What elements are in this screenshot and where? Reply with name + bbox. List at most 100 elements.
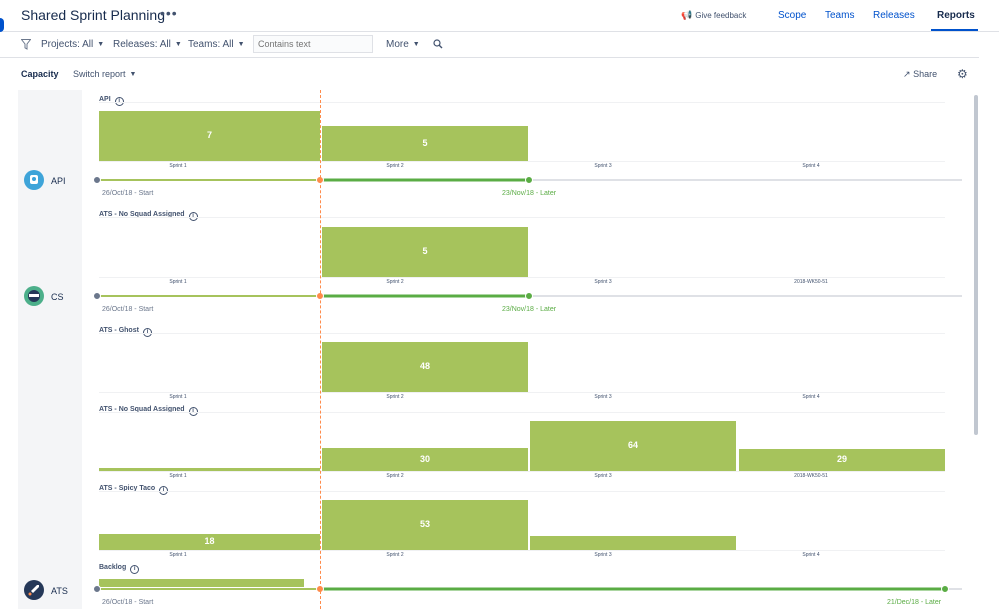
page-title: Shared Sprint Planning — [21, 7, 165, 23]
timeline-start-handle[interactable] — [93, 292, 101, 300]
ninja-icon — [28, 290, 40, 302]
team-avatar-api — [24, 170, 44, 190]
timeline-slider[interactable] — [92, 584, 972, 594]
section-label: ATS - Ghost i — [99, 327, 152, 337]
report-name: Capacity — [21, 69, 59, 79]
sprint-label: Sprint 4 — [802, 394, 820, 400]
tab-reports[interactable]: Reports — [937, 10, 975, 21]
give-feedback-link[interactable]: 📢 Give feedback — [681, 10, 746, 21]
today-marker-line — [320, 90, 321, 609]
section-title: API — [99, 96, 111, 103]
capacity-bar[interactable]: 29 — [739, 449, 945, 471]
timeline-end-handle[interactable] — [525, 176, 533, 184]
baseline — [99, 277, 945, 278]
info-icon[interactable]: i — [188, 407, 198, 416]
capacity-bar[interactable]: 7 — [99, 111, 320, 161]
capacity-bar[interactable]: 53 — [322, 500, 528, 550]
projects-filter-label: Projects: All — [41, 39, 94, 50]
switch-report-button[interactable]: Switch report ▼ — [73, 69, 136, 79]
sprint-label: Sprint 1 — [169, 279, 187, 285]
timeline-slider[interactable] — [92, 175, 972, 185]
filter-icon[interactable] — [21, 39, 31, 50]
gridline — [99, 412, 945, 413]
capacity-bar[interactable] — [99, 468, 320, 471]
sprint-label: Sprint 3 — [594, 473, 612, 479]
capacity-bar[interactable]: 5 — [322, 126, 528, 161]
chevron-down-icon: ▼ — [97, 41, 105, 48]
capacity-bar[interactable] — [99, 579, 304, 587]
timeline-start-handle[interactable] — [93, 585, 101, 593]
timeline-slider[interactable] — [92, 291, 972, 301]
bar-value-label: 29 — [836, 454, 847, 464]
info-icon[interactable]: i — [188, 212, 198, 221]
releases-filter[interactable]: Releases: All ▼ — [113, 39, 182, 50]
bar-value-label: 48 — [419, 361, 430, 371]
info-icon[interactable]: i — [114, 97, 124, 106]
share-button[interactable]: ↗︎ Share — [903, 69, 937, 80]
teams-filter[interactable]: Teams: All ▼ — [188, 39, 245, 50]
switch-report-label: Switch report — [73, 69, 126, 79]
team-name-cs[interactable]: CS — [51, 292, 64, 302]
section-label: Backlog i — [99, 564, 140, 574]
capacity-bar[interactable]: 30 — [322, 448, 528, 471]
vertical-scrollbar[interactable] — [974, 95, 978, 435]
search-icon[interactable] — [433, 39, 443, 49]
bar-value-label: 30 — [419, 453, 430, 464]
capacity-bar[interactable] — [530, 536, 736, 550]
gridline — [99, 217, 945, 218]
robot-icon — [30, 175, 38, 184]
capacity-bar[interactable]: 64 — [530, 421, 736, 471]
sprint-label: Sprint 1 — [169, 163, 187, 169]
bar-value-label: 64 — [627, 440, 638, 450]
teams-filter-label: Teams: All — [188, 39, 234, 50]
chevron-down-icon: ▼ — [129, 71, 137, 78]
info-icon[interactable]: i — [130, 565, 140, 574]
info-icon[interactable]: i — [159, 486, 169, 495]
timeline-start-handle[interactable] — [93, 176, 101, 184]
report-toolbar: Capacity Switch report ▼ ↗︎ Share ⚙ — [0, 58, 979, 88]
sidebar-toggle-tab[interactable] — [0, 18, 4, 32]
sprint-label: Sprint 4 — [802, 163, 820, 169]
bar-value-label: 7 — [206, 130, 212, 140]
capacity-bar[interactable]: 5 — [322, 227, 528, 277]
share-label: Share — [913, 69, 938, 79]
projects-filter[interactable]: Projects: All ▼ — [41, 39, 104, 50]
rocket-icon — [28, 585, 39, 596]
gear-icon[interactable]: ⚙ — [957, 67, 968, 81]
megaphone-icon: 📢 — [681, 10, 693, 20]
capacity-bar[interactable]: 18 — [99, 534, 320, 550]
sprint-label: Sprint 2 — [386, 394, 404, 400]
sprint-label: Sprint 1 — [169, 394, 187, 400]
section-label: ATS - No Squad Assigned i — [99, 406, 198, 416]
section-title: ATS - No Squad Assigned — [99, 211, 185, 218]
team-avatar-ats — [24, 580, 44, 600]
timeline-end-handle[interactable] — [941, 585, 949, 593]
releases-filter-label: Releases: All — [113, 39, 171, 50]
chevron-down-icon: ▼ — [237, 41, 245, 48]
team-name-api[interactable]: API — [51, 176, 66, 186]
sprint-label: Sprint 1 — [169, 473, 187, 479]
top-bar: Shared Sprint Planning ••• 📢 Give feedbac… — [0, 0, 999, 32]
more-filters-label: More — [386, 39, 409, 50]
timeline-end-label: 23/Nov/18 - Later — [502, 190, 557, 197]
team-name-ats[interactable]: ATS — [51, 586, 68, 596]
tab-teams[interactable]: Teams — [825, 10, 855, 21]
share-icon: ↗︎ — [903, 69, 911, 79]
contains-text-input[interactable] — [253, 35, 373, 53]
timeline-end-label: 21/Dec/18 - Later — [887, 599, 942, 606]
timeline-end-label: 23/Nov/18 - Later — [502, 306, 557, 313]
more-filters-button[interactable]: More ▼ — [386, 39, 420, 50]
sprint-label: Sprint 2 — [386, 279, 404, 285]
timeline-start-label: 26/Oct/18 - Start — [102, 306, 154, 313]
capacity-bar[interactable]: 48 — [322, 342, 528, 392]
sprint-label: 2018-WK50-51 — [794, 473, 828, 479]
more-actions-icon[interactable]: ••• — [160, 5, 178, 21]
tab-releases[interactable]: Releases — [873, 10, 915, 21]
info-icon[interactable]: i — [142, 328, 152, 337]
section-label: API i — [99, 96, 124, 106]
timeline-end-handle[interactable] — [525, 292, 533, 300]
filter-bar: Projects: All ▼ Releases: All ▼ Teams: All… — [0, 32, 979, 58]
baseline — [99, 392, 945, 393]
tab-scope[interactable]: Scope — [778, 10, 807, 21]
